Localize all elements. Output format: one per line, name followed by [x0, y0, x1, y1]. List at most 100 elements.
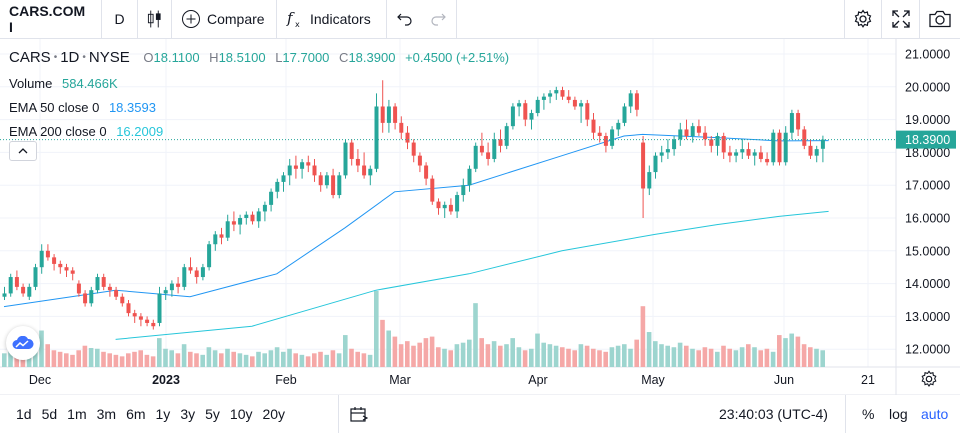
- candle-body: [436, 201, 441, 209]
- compare-button[interactable]: Compare: [172, 0, 277, 39]
- candle-body: [362, 165, 367, 176]
- volume-bar: [454, 344, 460, 367]
- candle-body: [678, 129, 683, 140]
- volume-bar: [504, 344, 509, 367]
- volume-bar: [206, 347, 212, 367]
- volume-bar: [231, 351, 236, 367]
- fullscreen-button[interactable]: [882, 0, 920, 39]
- candle-body: [368, 168, 373, 176]
- volume-bar: [175, 353, 181, 367]
- candle-body: [572, 99, 577, 107]
- volume-label: Volume: [9, 76, 53, 91]
- candle-body: [27, 286, 32, 297]
- volume-bar: [163, 348, 168, 367]
- price-chart[interactable]: 21.0000 20.0000 19.0000 18.0000 17.0000 16.00…: [0, 39, 960, 395]
- range-button-6m[interactable]: 6m: [126, 406, 146, 422]
- symbol-search[interactable]: CARS.COM I: [0, 0, 102, 39]
- undo-button[interactable]: [387, 0, 419, 39]
- volume-value: 584.466K: [62, 76, 118, 91]
- range-button-20y[interactable]: 20y: [262, 406, 286, 422]
- percent-scale-button[interactable]: %: [845, 395, 881, 433]
- interval-button[interactable]: D: [102, 0, 138, 39]
- volume-bar: [361, 353, 367, 367]
- volume-bar: [51, 350, 57, 367]
- candle-body: [380, 106, 385, 123]
- candle-body: [89, 290, 94, 304]
- collapse-legend-button[interactable]: [9, 141, 37, 161]
- price-axis-label: 12.0000: [905, 343, 950, 357]
- candle-body: [83, 293, 88, 304]
- candle-body: [157, 293, 162, 323]
- axis-settings-icon[interactable]: [920, 370, 938, 388]
- candle-body: [734, 152, 739, 156]
- volume-bar: [64, 353, 69, 367]
- candle-body: [727, 152, 732, 156]
- candle-body: [306, 162, 311, 166]
- volume-bar: [578, 344, 584, 367]
- volume-bar: [572, 350, 577, 367]
- chevron-up-icon: [18, 148, 28, 154]
- range-button-1y[interactable]: 1y: [155, 406, 171, 422]
- volume-bar: [157, 338, 162, 367]
- volume-bar: [733, 350, 739, 367]
- ema50-line: [3, 133, 829, 308]
- candle-body: [789, 113, 794, 133]
- candle-body: [70, 270, 75, 274]
- date-range-button[interactable]: [338, 395, 378, 433]
- snapshot-button[interactable]: [920, 0, 960, 39]
- candles-icon: [147, 10, 161, 28]
- chart-type-button[interactable]: [138, 0, 172, 39]
- tradingview-logo[interactable]: [6, 326, 40, 360]
- last-price-label: 18.3900: [905, 133, 950, 147]
- range-button-5d[interactable]: 5d: [41, 406, 58, 422]
- candle-body: [653, 155, 658, 173]
- candle-body: [721, 136, 726, 153]
- volume-bar: [684, 345, 689, 367]
- auto-scale-button[interactable]: auto: [921, 406, 949, 422]
- last-price-badge: [896, 130, 956, 149]
- volume-bar: [702, 347, 708, 367]
- legend-volume-row[interactable]: Volume 584.466K: [9, 72, 509, 96]
- volume-bar: [808, 347, 813, 367]
- volume-bar: [739, 347, 745, 367]
- volume-bar: [82, 345, 88, 367]
- range-button-5y[interactable]: 5y: [205, 406, 220, 422]
- time-axis-label: Apr: [528, 373, 547, 387]
- range-button-3y[interactable]: 3y: [180, 406, 196, 422]
- legend-ema200-row[interactable]: EMA 200 close 0 16.2009: [9, 120, 509, 144]
- volume-bar: [566, 348, 571, 367]
- volume-bar: [305, 356, 311, 367]
- volume-bar: [814, 348, 819, 367]
- volume-bar: [516, 347, 522, 367]
- candle-body: [76, 283, 81, 294]
- range-button-10y[interactable]: 10y: [229, 406, 253, 422]
- volume-bar: [212, 350, 218, 367]
- volume-bar: [101, 351, 106, 367]
- legend-ema50-row[interactable]: EMA 50 close 0 18.3593: [9, 96, 509, 120]
- volume-bar: [126, 353, 131, 367]
- range-button-1d[interactable]: 1d: [16, 406, 32, 422]
- volume-bar: [665, 345, 670, 367]
- settings-button[interactable]: [844, 0, 882, 39]
- candle-body: [628, 93, 633, 107]
- candle-body: [647, 172, 652, 189]
- candle-body: [591, 119, 596, 133]
- range-button-3m[interactable]: 3m: [96, 406, 117, 422]
- candle-body: [684, 129, 689, 136]
- range-button-1m[interactable]: 1m: [67, 406, 87, 422]
- volume-bar: [634, 339, 639, 367]
- candle-body: [622, 106, 627, 123]
- log-scale-button[interactable]: log: [889, 406, 908, 422]
- volume-bar: [758, 350, 763, 367]
- candle-body: [194, 270, 199, 278]
- clock-label[interactable]: 23:40:03 (UTC-4): [719, 406, 828, 422]
- redo-button[interactable]: [419, 0, 457, 39]
- candle-body: [14, 277, 19, 287]
- candle-body: [535, 99, 540, 114]
- volume-bar: [243, 354, 249, 367]
- volume-bar: [746, 344, 751, 367]
- candle-body: [597, 132, 602, 136]
- volume-bar: [380, 319, 385, 367]
